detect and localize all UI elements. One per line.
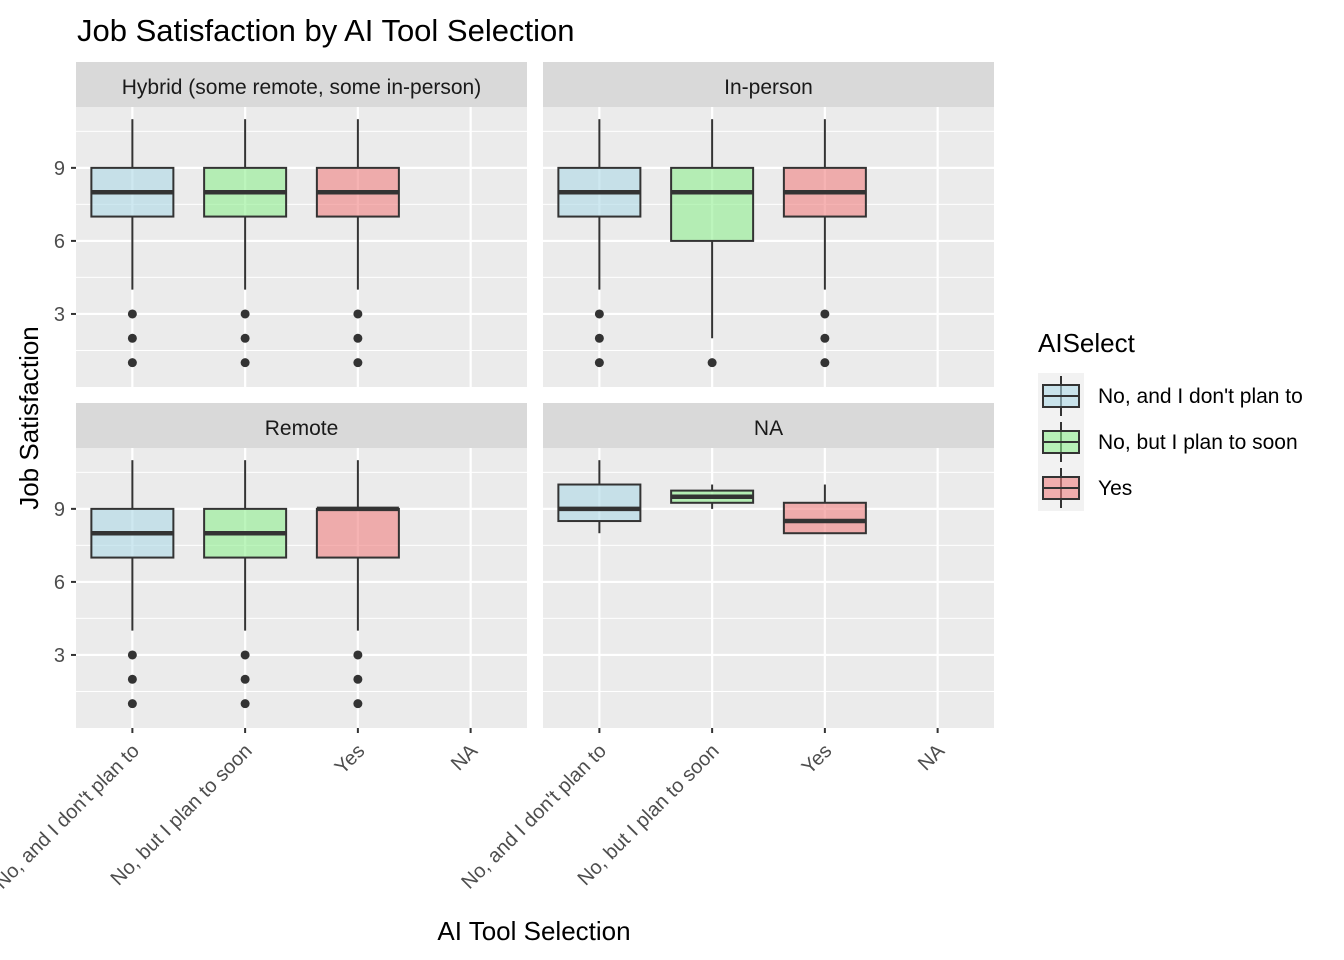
legend-item-yes: Yes	[1038, 465, 1132, 511]
panel-background	[543, 107, 994, 387]
box-no-but-i-plan-to-soon	[203, 460, 288, 709]
facet-strip	[76, 403, 527, 448]
box-yes	[782, 484, 867, 535]
box-yes	[315, 119, 400, 368]
box-yes	[782, 119, 867, 368]
box-yes	[315, 460, 400, 709]
facet-strip	[543, 403, 994, 448]
outlier-point	[353, 699, 363, 709]
facet-strip-label: Remote	[265, 417, 339, 440]
box-no-but-i-plan-to-soon	[203, 119, 288, 368]
y-tick-label: 9	[54, 158, 65, 180]
x-axis-title: AI Tool Selection	[437, 916, 630, 946]
y-axis-title: Job Satisfaction	[14, 326, 44, 510]
box-no-but-i-plan-to-soon	[670, 484, 755, 509]
outlier-point	[353, 358, 363, 368]
outlier-point	[820, 333, 830, 343]
outlier-point	[240, 699, 250, 709]
outlier-point	[353, 674, 363, 684]
panel-na: NA	[543, 403, 994, 728]
outlier-point	[240, 358, 250, 368]
outlier-point	[240, 650, 250, 660]
facet-strip	[543, 62, 994, 107]
box-body	[557, 483, 642, 523]
facet-panels: Hybrid (some remote, some in-person) 3 6 9 I…	[54, 62, 994, 728]
panel-in-person: In-person	[543, 62, 994, 387]
facet-strip-label: NA	[754, 417, 783, 440]
outlier-point	[820, 358, 830, 368]
outlier-point	[240, 674, 250, 684]
box-body	[782, 501, 867, 535]
outlier-point	[594, 333, 604, 343]
facet-strip	[76, 62, 527, 107]
y-tick-label: 9	[54, 499, 65, 521]
outlier-point	[594, 309, 604, 319]
box-no-and-i-don-t-plan-to	[90, 460, 175, 709]
y-tick-label: 3	[54, 645, 65, 667]
box-body	[670, 166, 755, 242]
legend-label: Yes	[1098, 477, 1132, 500]
outlier-point	[127, 333, 137, 343]
legend-label: No, but I plan to soon	[1098, 431, 1298, 454]
panel-background	[76, 448, 527, 728]
panel-background	[76, 107, 527, 387]
box-no-and-i-don-t-plan-to	[557, 119, 642, 368]
legend-item-no-and-i-don-t-plan-to: No, and I don't plan to	[1038, 373, 1303, 419]
outlier-point	[353, 309, 363, 319]
outlier-point	[240, 333, 250, 343]
legend-item-no-but-i-plan-to-soon: No, but I plan to soon	[1038, 419, 1298, 465]
box-no-and-i-don-t-plan-to	[90, 119, 175, 368]
y-tick-label: 3	[54, 304, 65, 326]
outlier-point	[127, 309, 137, 319]
outlier-point	[127, 699, 137, 709]
y-tick-label: 6	[54, 231, 65, 253]
outlier-point	[820, 309, 830, 319]
facet-strip-label: Hybrid (some remote, some in-person)	[122, 76, 481, 99]
legend-label: No, and I don't plan to	[1098, 385, 1303, 408]
box-no-and-i-don-t-plan-to	[557, 460, 642, 534]
outlier-point	[127, 650, 137, 660]
panel-remote: Remote 3 6 9	[54, 403, 527, 728]
panel-hybrid-some-remote-some-in-person: Hybrid (some remote, some in-person) 3 6 9	[54, 62, 527, 387]
outlier-point	[353, 650, 363, 660]
outlier-point	[127, 674, 137, 684]
y-tick-label: 6	[54, 572, 65, 594]
outlier-point	[707, 358, 717, 368]
chart-title: Job Satisfaction by AI Tool Selection	[77, 13, 574, 48]
facet-strip-label: In-person	[724, 76, 813, 99]
outlier-point	[353, 333, 363, 343]
outlier-point	[594, 358, 604, 368]
outlier-point	[127, 358, 137, 368]
legend-title: AISelect	[1038, 328, 1136, 358]
box-no-but-i-plan-to-soon	[670, 119, 755, 368]
legend: AISelect No, and I don't plan to No, but …	[1038, 328, 1303, 511]
box-body	[315, 507, 400, 559]
outlier-point	[240, 309, 250, 319]
